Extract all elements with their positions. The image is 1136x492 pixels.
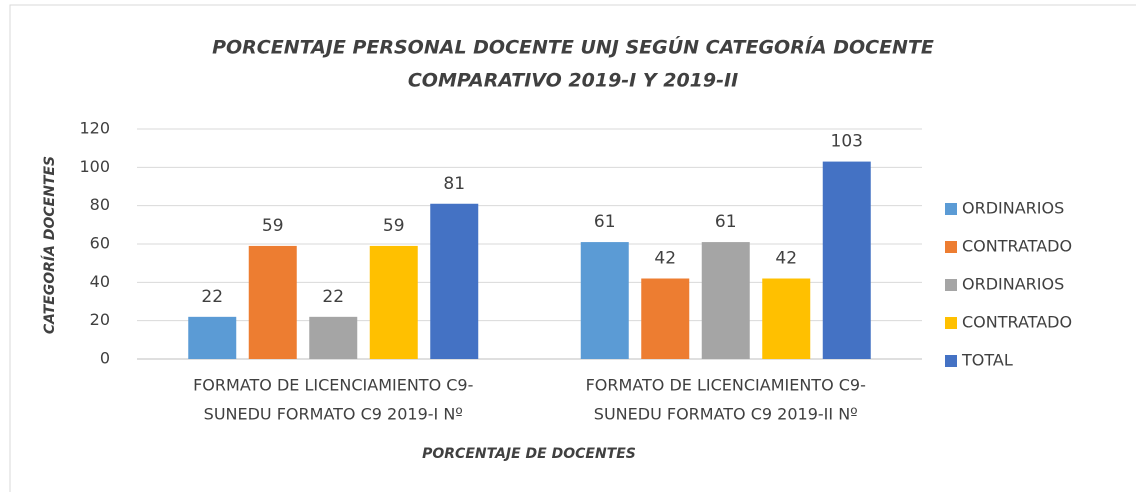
chart-title: PORCENTAJE PERSONAL DOCENTE UNJ SEGÚN CA… [212,35,934,59]
x-tick-label: SUNEDU FORMATO C9 2019-II Nº [594,405,858,424]
bar [641,278,690,359]
y-tick-label: 20 [90,310,110,329]
value-label: 42 [775,249,797,269]
y-tick-label: 80 [90,195,110,214]
x-tick-label: FORMATO DE LICENCIAMIENTO C9- [586,376,866,395]
value-label: 59 [383,216,405,236]
value-label: 22 [322,287,344,307]
y-tick-label: 60 [90,234,110,253]
y-axis-title: CATEGORÍA DOCENTES [41,156,58,334]
x-tick-label: SUNEDU FORMATO C9 2019-I Nº [204,405,463,424]
value-label: 81 [443,174,465,194]
value-label: 61 [594,212,616,232]
bar [701,242,750,359]
bar [248,245,297,359]
legend-swatch [945,317,957,329]
y-tick-label: 120 [79,119,110,138]
value-label: 22 [201,287,223,307]
bar [188,316,237,359]
legend-label: ORDINARIOS [962,275,1064,294]
value-label: 42 [654,249,676,269]
x-axis-title: PORCENTAJE DE DOCENTES [422,446,636,462]
legend-swatch [945,279,957,291]
y-tick-label: 0 [100,349,110,368]
value-label: 103 [831,132,863,152]
legend-swatch [945,355,957,367]
legend-swatch [945,203,957,215]
bar [580,242,629,359]
legend-swatch [945,241,957,253]
legend-label: CONTRATADO [962,237,1072,256]
x-tick-label: FORMATO DE LICENCIAMIENTO C9- [193,376,473,395]
chart-title: COMPARATIVO 2019-I Y 2019-II [408,70,738,92]
bar [822,161,871,359]
bar [309,316,358,359]
legend-label: TOTAL [961,351,1013,370]
bar [430,203,479,359]
bar [369,245,418,359]
legend-label: ORDINARIOS [962,199,1064,218]
y-tick-label: 40 [90,272,110,291]
value-label: 59 [262,216,284,236]
bar [762,278,811,359]
value-label: 61 [715,212,737,232]
legend-label: CONTRATADO [962,313,1072,332]
y-tick-label: 100 [79,157,110,176]
